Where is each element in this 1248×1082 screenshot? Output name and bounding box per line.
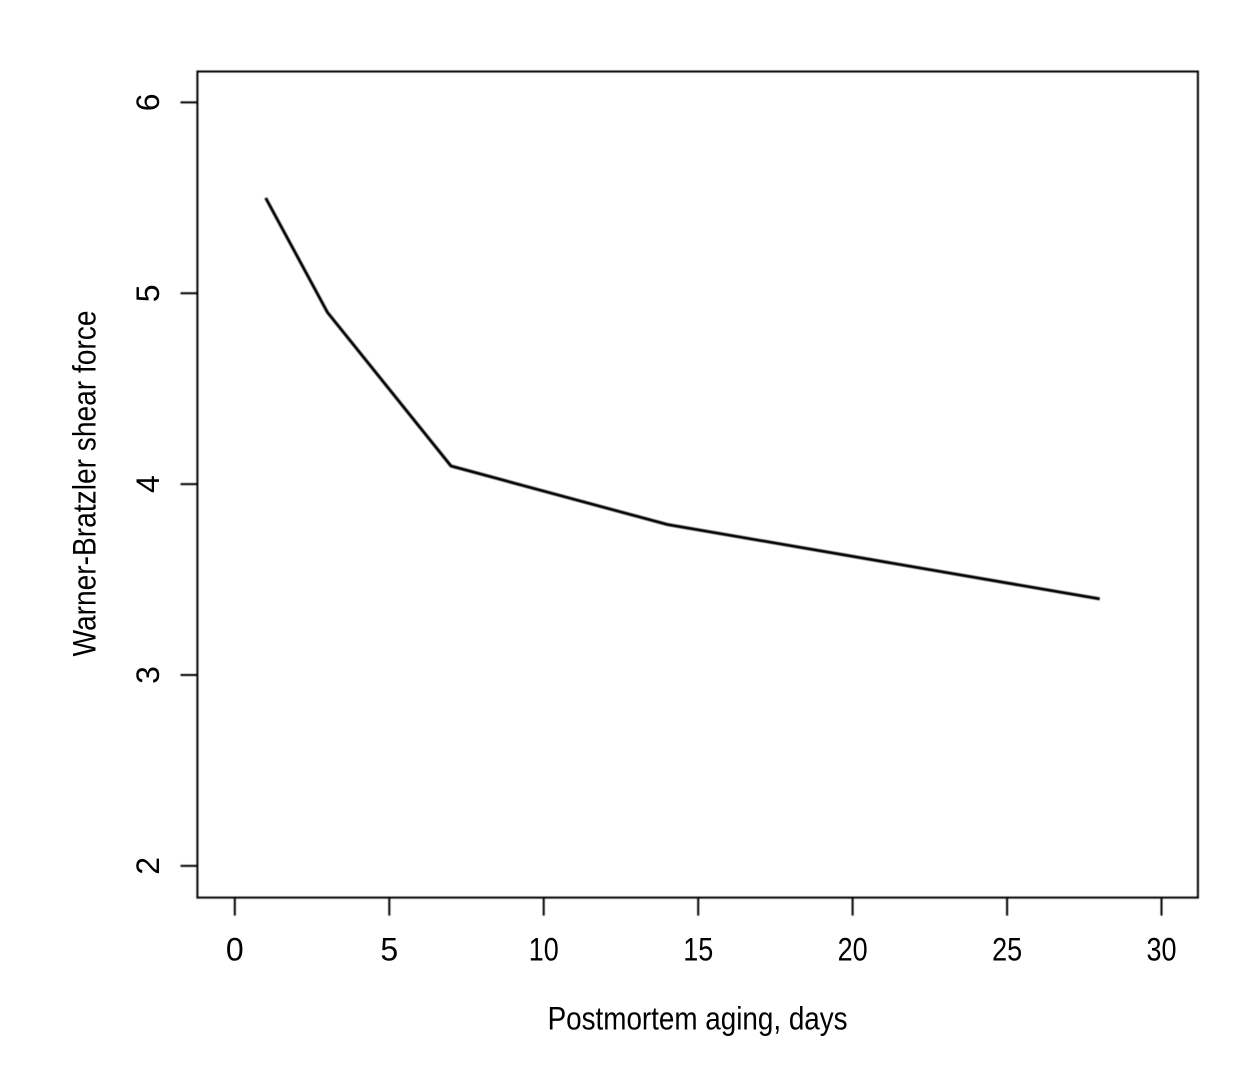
svg-text:30: 30 bbox=[1147, 932, 1177, 968]
svg-text:Warner-Bratzler shear force: Warner-Bratzler shear force bbox=[67, 311, 103, 657]
svg-text:4: 4 bbox=[130, 475, 166, 493]
svg-text:20: 20 bbox=[838, 932, 868, 968]
svg-text:25: 25 bbox=[992, 932, 1022, 968]
svg-text:3: 3 bbox=[130, 666, 166, 684]
svg-text:6: 6 bbox=[130, 94, 166, 112]
svg-text:0: 0 bbox=[226, 932, 244, 968]
svg-text:2: 2 bbox=[130, 857, 166, 875]
svg-text:5: 5 bbox=[380, 932, 398, 968]
svg-text:15: 15 bbox=[683, 932, 713, 968]
svg-text:5: 5 bbox=[130, 284, 166, 302]
svg-text:10: 10 bbox=[529, 932, 559, 968]
svg-text:Postmortem aging, days: Postmortem aging, days bbox=[548, 1001, 848, 1037]
